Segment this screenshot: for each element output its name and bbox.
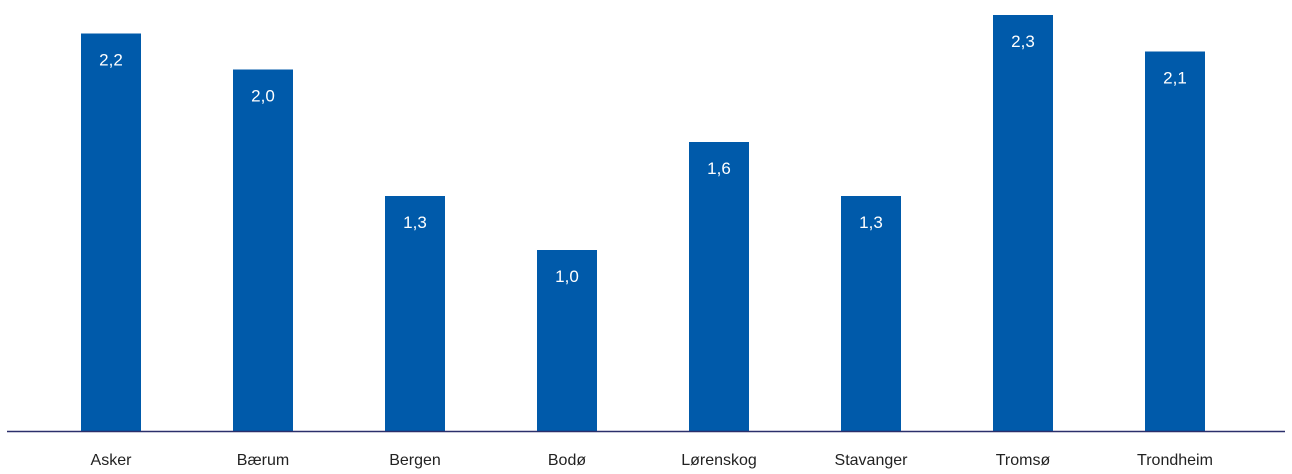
category-label: Bergen — [389, 452, 441, 469]
category-labels-group: Asker Bærum Bergen Bodø Lørenskog Stavanger Tr… — [91, 452, 1213, 469]
category-label: Stavanger — [835, 452, 909, 469]
bar-bærum — [233, 69, 293, 431]
bar-asker — [81, 33, 141, 432]
bar-value-label: 1,0 — [555, 267, 579, 286]
bar-value-label: 1,3 — [859, 213, 883, 232]
category-label: Bærum — [237, 452, 289, 469]
category-label: Tromsø — [996, 452, 1051, 469]
category-label: Lørenskog — [681, 452, 757, 469]
category-label: Bodø — [548, 452, 586, 469]
bar-value-label: 1,6 — [707, 159, 731, 178]
bar-value-label: 2,3 — [1011, 32, 1035, 51]
bar-value-label: 2,1 — [1163, 68, 1187, 87]
bar-stavanger — [841, 196, 901, 431]
bar-value-label: 2,0 — [251, 87, 275, 106]
bar-trondheim — [1145, 51, 1205, 432]
bar-value-label: 1,3 — [403, 213, 427, 232]
bar-value-labels-group: 2,2 2,0 1,3 1,0 1,6 1,3 2,3 2,1 — [99, 32, 1187, 286]
category-label: Asker — [91, 452, 133, 469]
bar-lørenskog — [689, 141, 749, 432]
bar-bodø — [537, 250, 597, 431]
bar-value-label: 2,2 — [99, 50, 123, 69]
bar-tromsø — [993, 15, 1053, 431]
bars-group — [81, 15, 1205, 432]
category-label: Trondheim — [1137, 452, 1213, 469]
bar-bergen — [385, 196, 445, 431]
